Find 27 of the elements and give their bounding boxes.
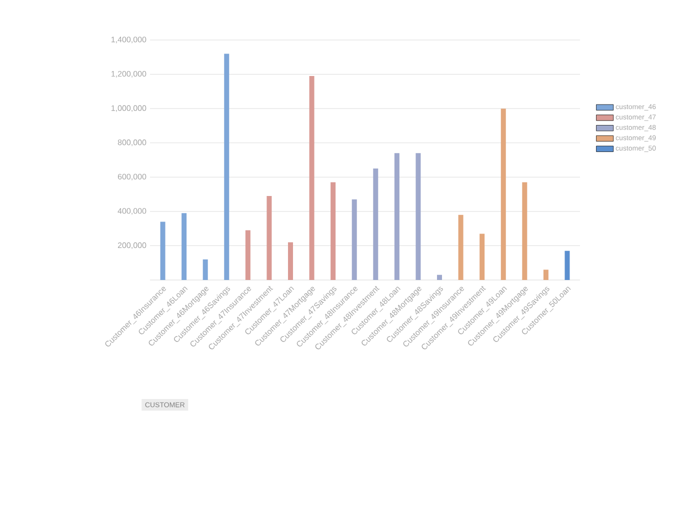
y-tick-label: 1,400,000 xyxy=(111,36,146,44)
bar xyxy=(373,168,378,280)
bar xyxy=(394,153,400,280)
bar xyxy=(309,76,314,280)
bar xyxy=(352,199,357,280)
bar xyxy=(245,230,250,280)
bar xyxy=(266,196,272,280)
bar xyxy=(288,242,293,280)
bar xyxy=(416,153,421,280)
bar xyxy=(182,213,187,280)
y-tick-label: 600,000 xyxy=(118,174,146,180)
bar xyxy=(543,270,548,280)
y-tick-label: 400,000 xyxy=(118,208,146,215)
bar xyxy=(160,222,166,280)
y-tick-label: 1,000,000 xyxy=(111,105,146,112)
y-tick-label: 1,200,000 xyxy=(111,70,146,78)
bar xyxy=(202,259,208,280)
bar xyxy=(480,234,485,280)
bar xyxy=(500,108,506,280)
bar xyxy=(458,214,464,280)
y-tick-label: 800,000 xyxy=(118,140,146,146)
y-tick-label: 200,000 xyxy=(118,242,146,250)
bar xyxy=(437,274,442,280)
bar xyxy=(522,182,528,280)
bar xyxy=(564,250,570,280)
bar xyxy=(224,54,230,280)
bar xyxy=(330,182,336,280)
